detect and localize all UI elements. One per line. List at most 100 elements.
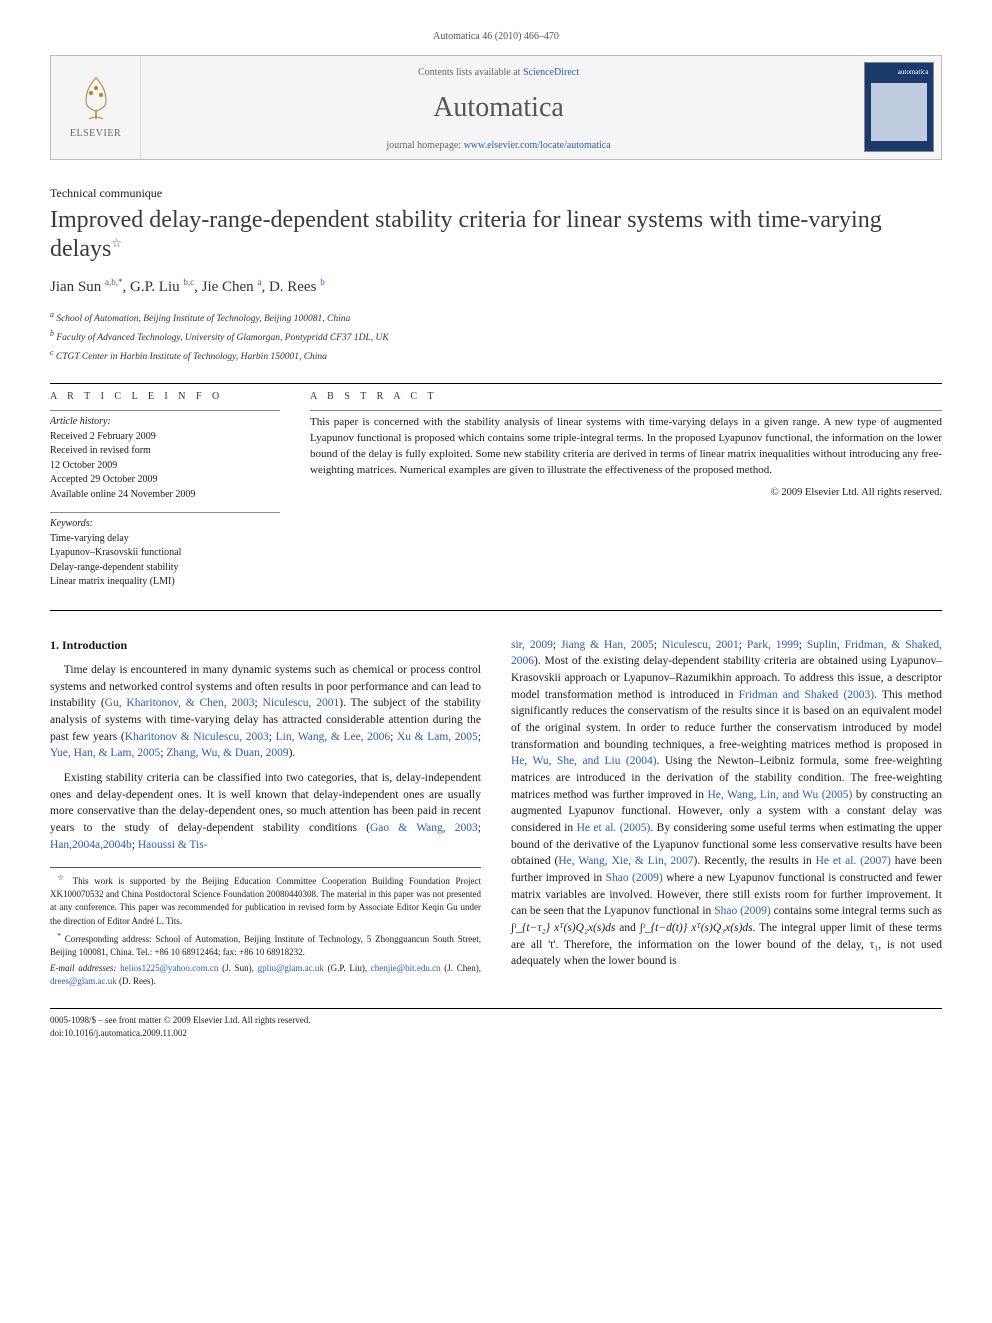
- author-3: D. Rees b: [269, 279, 325, 295]
- keywords-block: Keywords: Time-varying delay Lyapunov–Kr…: [50, 517, 280, 590]
- body-columns: 1. Introduction Time delay is encountere…: [50, 637, 942, 988]
- title-text: Improved delay-range-dependent stability…: [50, 207, 882, 262]
- section-1-heading: 1. Introduction: [50, 637, 481, 654]
- affil-c: c CTGT Center in Harbin Institute of Tec…: [50, 347, 942, 365]
- body-p2: Existing stability criteria can be class…: [50, 770, 481, 853]
- abstract-copyright: © 2009 Elsevier Ltd. All rights reserved…: [310, 485, 942, 500]
- ref-shao2009b[interactable]: Shao (2009): [714, 905, 771, 917]
- affil-b: b Faculty of Advanced Technology, Univer…: [50, 328, 942, 346]
- abstract-column: A B S T R A C T This paper is concerned …: [310, 390, 942, 590]
- history-2: 12 October 2009: [50, 459, 280, 474]
- cover-thumbnail-block: automatica: [856, 56, 941, 160]
- author-0: Jian Sun a,b,*: [50, 279, 123, 295]
- ref-haoussi[interactable]: Haoussi & Tis-: [138, 839, 208, 851]
- journal-banner: ELSEVIER Contents lists available at Sci…: [50, 55, 942, 161]
- ref-tissir[interactable]: sir, 2009: [511, 639, 553, 651]
- title-footnote-marker[interactable]: ☆: [111, 236, 122, 250]
- keywords-label: Keywords:: [50, 517, 280, 532]
- footer-copyright: 0005-1098/$ – see front matter © 2009 El…: [50, 1014, 311, 1027]
- keyword-1: Lyapunov–Krasovskii functional: [50, 546, 280, 561]
- affiliations: a School of Automation, Beijing Institut…: [50, 309, 942, 365]
- elsevier-tree-icon: [71, 73, 121, 123]
- footer-doi: doi:10.1016/j.automatica.2009.11.002: [50, 1027, 311, 1040]
- abstract-text: This paper is concerned with the stabili…: [310, 415, 942, 479]
- ref-shao2009[interactable]: Shao (2009): [606, 872, 663, 884]
- ref-kharitonov2003[interactable]: Kharitonov & Niculescu, 2003: [125, 731, 269, 743]
- ref-yue2005[interactable]: Yue, Han, & Lam, 2005: [50, 747, 160, 759]
- banner-center: Contents lists available at ScienceDirec…: [141, 56, 856, 160]
- author-3-affil[interactable]: b: [320, 277, 325, 287]
- email-0[interactable]: helios1225@yahoo.com.cn: [120, 963, 218, 973]
- publisher-logo-block: ELSEVIER: [51, 56, 141, 160]
- abstract-rule: [310, 410, 942, 411]
- footnote-corresponding: * Corresponding address: School of Autom…: [50, 931, 481, 959]
- page-footer: 0005-1098/$ – see front matter © 2009 El…: [50, 1008, 942, 1040]
- author-0-affil[interactable]: a,b,*: [105, 277, 123, 287]
- history-4: Available online 24 November 2009: [50, 488, 280, 503]
- abstract-heading: A B S T R A C T: [310, 390, 942, 405]
- email-3[interactable]: drees@glam.ac.uk: [50, 976, 117, 986]
- body-p3: sir, 2009; Jiang & Han, 2005; Niculescu,…: [511, 637, 942, 970]
- ref-he2005b[interactable]: He et al. (2005): [577, 822, 651, 834]
- article-info-heading: A R T I C L E I N F O: [50, 390, 280, 405]
- ref-han2004[interactable]: Han,2004a,2004b: [50, 839, 132, 851]
- publisher-name: ELSEVIER: [70, 127, 121, 142]
- author-line: Jian Sun a,b,*, G.P. Liu b,c, Jie Chen a…: [50, 276, 942, 299]
- author-2: Jie Chen a: [202, 279, 262, 295]
- integral-2: ∫ᵗ_{t−d(t)} xᵀ(s)Q₃x(s)ds: [640, 922, 753, 934]
- footnote-funding: ☆ This work is supported by the Beijing …: [50, 873, 481, 927]
- ref-gu2003[interactable]: Gu, Kharitonov, & Chen, 2003: [105, 697, 255, 709]
- homepage-line: journal homepage: www.elsevier.com/locat…: [141, 139, 856, 154]
- info-rule-2: [50, 512, 280, 513]
- author-1: G.P. Liu b,c: [130, 279, 194, 295]
- ref-jiang2005[interactable]: Jiang & Han, 2005: [561, 639, 654, 651]
- ref-zhang2009[interactable]: Zhang, Wu, & Duan, 2009: [166, 747, 288, 759]
- homepage-link[interactable]: www.elsevier.com/locate/automatica: [464, 140, 611, 151]
- rule-bottom: [50, 610, 942, 611]
- article-type: Technical communique: [50, 185, 942, 202]
- ref-niculescu2001b[interactable]: Niculescu, 2001: [662, 639, 739, 651]
- footnote-emails: E-mail addresses: helios1225@yahoo.com.c…: [50, 962, 481, 988]
- email-2[interactable]: chenjie@bit.edu.cn: [371, 963, 441, 973]
- body-p1: Time delay is encountered in many dynami…: [50, 662, 481, 762]
- keyword-2: Delay-range-dependent stability: [50, 561, 280, 576]
- history-label: Article history:: [50, 415, 280, 430]
- email-1[interactable]: gpliu@glam.ac.uk: [258, 963, 324, 973]
- history-1: Received in revised form: [50, 444, 280, 459]
- info-abstract-row: A R T I C L E I N F O Article history: R…: [50, 390, 942, 590]
- sciencedirect-link[interactable]: ScienceDirect: [523, 67, 579, 78]
- footnotes: ☆ This work is supported by the Beijing …: [50, 867, 481, 987]
- info-rule-1: [50, 410, 280, 411]
- ref-he2004[interactable]: He, Wu, She, and Liu (2004): [511, 755, 657, 767]
- ref-gao2003[interactable]: Gao & Wang, 2003: [370, 822, 478, 834]
- ref-he2007b[interactable]: He et al. (2007): [816, 855, 891, 867]
- author-2-affil[interactable]: a: [257, 277, 261, 287]
- ref-he2005[interactable]: He, Wang, Lin, and Wu (2005): [707, 789, 852, 801]
- article-info-column: A R T I C L E I N F O Article history: R…: [50, 390, 280, 590]
- history-0: Received 2 February 2009: [50, 430, 280, 445]
- contents-prefix: Contents lists available at: [418, 67, 523, 78]
- cover-label: automatica: [869, 67, 929, 77]
- author-1-affil[interactable]: b,c: [183, 277, 194, 287]
- keyword-3: Linear matrix inequality (LMI): [50, 575, 280, 590]
- journal-name: Automatica: [141, 88, 856, 129]
- integral-1: ∫ᵗ_{t−τ₂} xᵀ(s)Q₂x(s)ds: [511, 922, 615, 934]
- ref-fridman2003[interactable]: Fridman and Shaked (2003): [739, 689, 875, 701]
- ref-niculescu2001[interactable]: Niculescu, 2001: [263, 697, 340, 709]
- ref-xu2005[interactable]: Xu & Lam, 2005: [397, 731, 478, 743]
- cover-body: [871, 83, 927, 141]
- ref-park1999[interactable]: Park, 1999: [747, 639, 799, 651]
- keyword-0: Time-varying delay: [50, 532, 280, 547]
- ref-he2007[interactable]: He, Wang, Xie, & Lin, 2007: [558, 855, 693, 867]
- ref-lin2006[interactable]: Lin, Wang, & Lee, 2006: [276, 731, 391, 743]
- rule-top: [50, 383, 942, 384]
- affil-a: a School of Automation, Beijing Institut…: [50, 309, 942, 327]
- article-title: Improved delay-range-dependent stability…: [50, 206, 942, 264]
- history-3: Accepted 29 October 2009: [50, 473, 280, 488]
- journal-cover-thumb: automatica: [864, 62, 934, 152]
- contents-available-line: Contents lists available at ScienceDirec…: [141, 66, 856, 81]
- footer-left: 0005-1098/$ – see front matter © 2009 El…: [50, 1014, 311, 1040]
- running-head: Automatica 46 (2010) 466–470: [50, 30, 942, 45]
- homepage-prefix: journal homepage:: [386, 140, 463, 151]
- history-block: Article history: Received 2 February 200…: [50, 415, 280, 502]
